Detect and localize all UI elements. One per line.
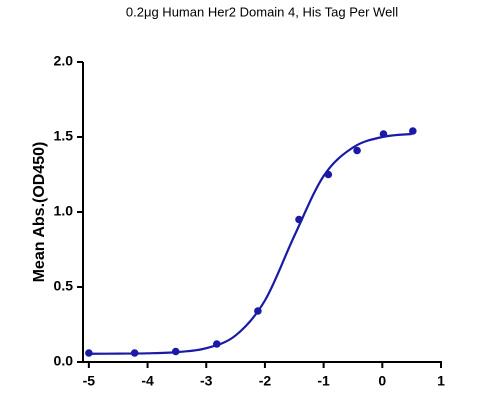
y-axis-label: Mean Abs.(OD450) (31, 142, 48, 283)
x-tick-label: 1 (437, 373, 445, 389)
data-point (85, 349, 93, 357)
data-point (254, 307, 262, 315)
data-point (295, 215, 303, 224)
data-point (353, 146, 361, 155)
y-tick-label: 0.5 (54, 278, 74, 294)
data-point (324, 170, 333, 179)
data-point (130, 349, 139, 357)
x-tick-label: 0 (378, 373, 386, 389)
data-point (171, 347, 180, 356)
fit-curve (88, 132, 412, 355)
x-tick-label: -4 (141, 373, 154, 389)
data-point (213, 340, 221, 348)
y-tick-label: 1.0 (54, 203, 74, 219)
y-tick-label: 0.0 (54, 353, 74, 369)
x-tick-label: -5 (83, 373, 96, 389)
y-tick-label: 2.0 (54, 53, 74, 69)
x-tick-label: -3 (200, 373, 213, 389)
x-tick-label: -1 (317, 373, 330, 389)
chart-subtitle: 0.2μg Human Her2 Domain 4, His Tag Per W… (126, 4, 398, 19)
y-tick-label: 1.5 (54, 128, 74, 144)
data-point (379, 130, 388, 138)
data-point (409, 127, 417, 135)
x-tick-label: -2 (259, 373, 272, 389)
